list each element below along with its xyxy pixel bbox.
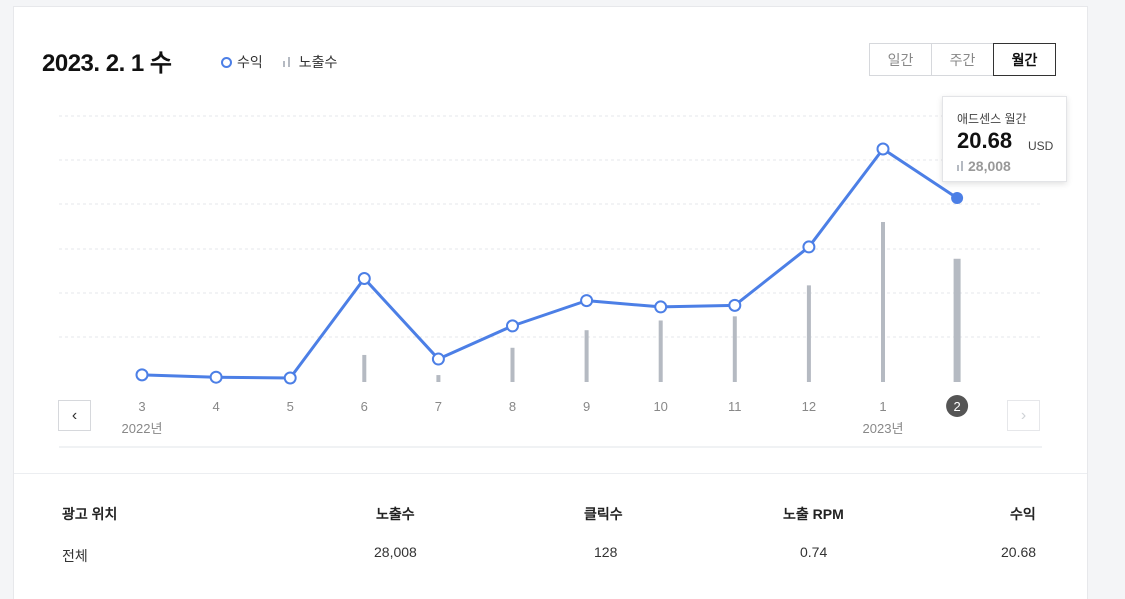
x-tick-label: 2 — [953, 399, 960, 414]
x-tick-label: 9 — [583, 399, 590, 414]
table-cell-placement: 전체 — [62, 548, 88, 564]
legend-impressions-label: 노출수 — [298, 54, 338, 70]
impressions-bar — [510, 347, 515, 382]
tab-monthly[interactable]: 월간 — [993, 43, 1056, 76]
revenue-point — [283, 371, 297, 385]
chevron-left-icon: ‹ — [71, 406, 78, 424]
x-tick-label: 4 — [212, 399, 219, 414]
chart-prev-button[interactable]: ‹ — [58, 400, 91, 431]
revenue-point — [876, 142, 890, 156]
revenue-point — [135, 368, 149, 382]
table-cell-impressions: 28,008 — [374, 544, 417, 560]
table-cell-revenue: 20.68 — [1001, 544, 1037, 560]
revenue-point — [802, 240, 816, 254]
revenue-point — [654, 300, 668, 314]
revenue-point — [580, 294, 594, 308]
x-tick-label: 1 — [879, 399, 886, 414]
revenue-point — [728, 298, 742, 312]
x-tick-label: 3 — [138, 399, 145, 414]
legend-item-revenue: 수익 — [221, 52, 263, 72]
table-header-impressions: 노출수 — [376, 506, 415, 522]
summary-table: 광고 위치 노출수 클릭수 노출 RPM 수익 전체 28,008 128 0.… — [14, 473, 1087, 599]
chart-next-button[interactable]: › — [1007, 400, 1040, 431]
revenue-point — [357, 272, 371, 286]
x-year-label: 2023년 — [863, 421, 904, 436]
table-header-placement: 광고 위치 — [62, 506, 118, 522]
revenue-line — [141, 147, 958, 380]
earnings-card: 2023. 2. 1 수 수익 노출수 일간 주간 월간 3 4 5 6 7 8 9 10 11… — [13, 6, 1088, 599]
x-tick-label: 6 — [361, 399, 368, 414]
bar-marker-icon — [282, 57, 293, 67]
x-tick-label: 10 — [653, 399, 667, 414]
revenue-point — [431, 352, 445, 366]
table-header-clicks: 클릭수 — [584, 506, 623, 522]
impressions-bar — [584, 330, 589, 382]
x-tick-label: 11 — [728, 399, 742, 414]
selected-month-badge — [946, 395, 969, 417]
chevron-right-icon: › — [1020, 406, 1027, 424]
tooltip-label: 애드센스 월간 — [957, 112, 1027, 126]
range-tabs: 일간 주간 월간 — [869, 43, 1056, 76]
impressions-bar — [806, 285, 811, 382]
impressions-bar — [362, 354, 367, 382]
revenue-point-selected — [951, 191, 964, 204]
legend-item-impressions: 노출수 — [282, 52, 338, 72]
tooltip-impressions: 28,008 — [957, 158, 1011, 174]
impressions-bar — [436, 375, 441, 382]
impressions-bar — [881, 222, 885, 382]
tooltip-impressions-value: 28,008 — [968, 158, 1011, 174]
legend-revenue-label: 수익 — [237, 54, 263, 70]
x-year-label: 2022년 — [122, 421, 163, 436]
chart-tooltip: 애드센스 월간 20.68 USD 28,008 — [942, 96, 1067, 182]
table-cell-clicks: 128 — [594, 544, 618, 560]
impressions-bar — [953, 258, 961, 382]
revenue-point — [209, 370, 223, 384]
impressions-bar — [732, 316, 737, 382]
tooltip-unit: USD — [1028, 139, 1054, 153]
table-header-rpm: 노출 RPM — [783, 506, 844, 522]
circle-marker-icon — [221, 56, 232, 68]
table-header-revenue: 수익 — [1010, 506, 1036, 522]
x-tick-label: 8 — [509, 399, 516, 414]
impressions-bar — [658, 320, 663, 382]
revenue-point — [506, 319, 519, 333]
chart-legend: 수익 노출수 — [221, 52, 357, 72]
tooltip-value: 20.68 — [957, 128, 1013, 153]
x-tick-label: 7 — [435, 399, 442, 414]
tab-daily[interactable]: 일간 — [869, 43, 932, 76]
x-tick-label: 5 — [287, 399, 294, 414]
page-title: 2023. 2. 1 수 — [42, 50, 172, 77]
table-cell-rpm: 0.74 — [800, 544, 828, 560]
x-tick-label: 12 — [802, 399, 816, 414]
bar-marker-icon — [957, 161, 965, 171]
